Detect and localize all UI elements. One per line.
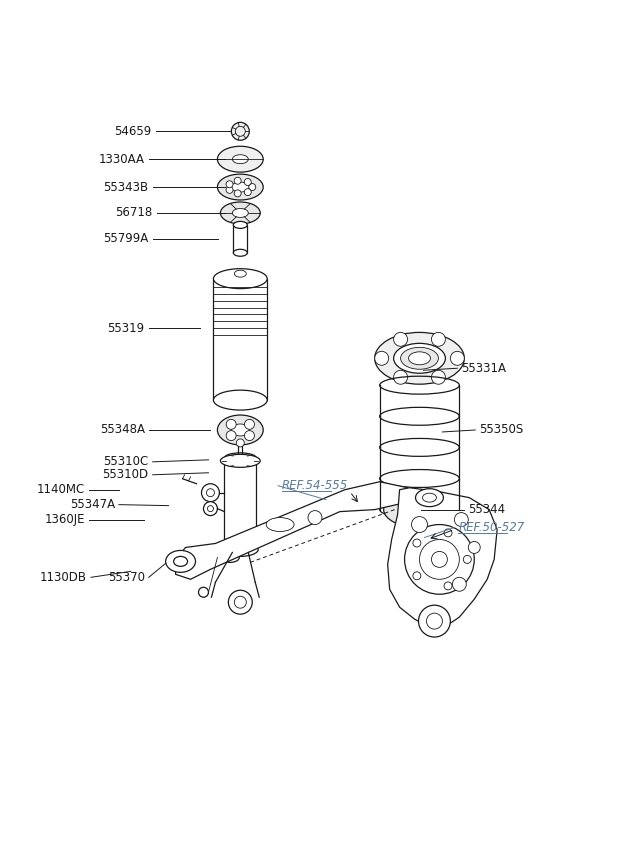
Circle shape xyxy=(234,177,241,184)
Text: 55310D: 55310D xyxy=(102,468,149,482)
Circle shape xyxy=(236,439,244,447)
Ellipse shape xyxy=(218,146,264,172)
Circle shape xyxy=(244,179,251,186)
Text: REF.54-555: REF.54-555 xyxy=(282,479,348,492)
Text: 55343B: 55343B xyxy=(104,181,149,193)
Circle shape xyxy=(444,582,452,590)
Text: 55331A: 55331A xyxy=(461,362,507,375)
Circle shape xyxy=(208,505,213,511)
Text: 55347A: 55347A xyxy=(70,498,115,511)
Polygon shape xyxy=(388,488,497,627)
Circle shape xyxy=(432,371,445,384)
Circle shape xyxy=(244,188,251,196)
Circle shape xyxy=(432,551,448,567)
Ellipse shape xyxy=(415,488,443,506)
Circle shape xyxy=(394,371,407,384)
Ellipse shape xyxy=(166,550,195,572)
Ellipse shape xyxy=(394,343,445,373)
Circle shape xyxy=(231,122,249,140)
Ellipse shape xyxy=(409,505,430,515)
Circle shape xyxy=(226,181,233,187)
Circle shape xyxy=(202,483,219,502)
Ellipse shape xyxy=(422,494,436,502)
Ellipse shape xyxy=(409,352,430,365)
Ellipse shape xyxy=(374,332,464,384)
Text: 55350S: 55350S xyxy=(479,423,523,437)
Ellipse shape xyxy=(233,249,247,256)
Bar xyxy=(213,279,267,400)
Ellipse shape xyxy=(231,182,249,192)
Ellipse shape xyxy=(266,517,294,532)
Ellipse shape xyxy=(213,390,267,410)
Circle shape xyxy=(198,588,208,597)
Circle shape xyxy=(226,420,236,429)
Text: 1130DB: 1130DB xyxy=(40,571,87,583)
Circle shape xyxy=(453,577,466,591)
Text: 55319: 55319 xyxy=(108,322,144,335)
Ellipse shape xyxy=(401,348,438,369)
Ellipse shape xyxy=(221,552,239,562)
Circle shape xyxy=(226,187,233,193)
Circle shape xyxy=(420,539,459,579)
Text: 1330AA: 1330AA xyxy=(99,153,144,165)
Text: 55370: 55370 xyxy=(108,571,144,583)
Text: 55310C: 55310C xyxy=(104,455,149,468)
Ellipse shape xyxy=(218,174,264,200)
Circle shape xyxy=(394,332,407,346)
Ellipse shape xyxy=(220,202,260,224)
Ellipse shape xyxy=(174,556,188,566)
Circle shape xyxy=(244,431,254,441)
Circle shape xyxy=(454,512,468,527)
Text: 55348A: 55348A xyxy=(100,423,144,437)
Ellipse shape xyxy=(220,455,260,467)
Ellipse shape xyxy=(232,154,248,164)
Text: 55799A: 55799A xyxy=(104,232,149,245)
Ellipse shape xyxy=(234,271,246,277)
Ellipse shape xyxy=(218,415,264,445)
Text: 1360JE: 1360JE xyxy=(45,513,85,526)
Circle shape xyxy=(444,529,452,537)
Circle shape xyxy=(405,525,474,594)
Circle shape xyxy=(413,539,421,547)
Ellipse shape xyxy=(232,209,248,217)
Text: 55344: 55344 xyxy=(468,503,505,516)
Text: REF.50-527: REF.50-527 xyxy=(458,521,525,534)
Circle shape xyxy=(228,590,252,614)
Circle shape xyxy=(308,510,322,525)
Circle shape xyxy=(468,542,481,554)
Bar xyxy=(233,225,247,253)
Bar xyxy=(224,458,256,548)
Text: 54659: 54659 xyxy=(115,125,152,138)
Circle shape xyxy=(226,431,236,441)
Circle shape xyxy=(249,183,255,191)
Circle shape xyxy=(418,605,450,637)
Circle shape xyxy=(432,332,445,346)
Circle shape xyxy=(463,555,471,563)
Ellipse shape xyxy=(233,221,247,228)
Polygon shape xyxy=(175,482,410,579)
Circle shape xyxy=(234,190,241,197)
Circle shape xyxy=(413,572,421,580)
Ellipse shape xyxy=(384,492,455,527)
Ellipse shape xyxy=(440,513,455,522)
Circle shape xyxy=(203,502,218,516)
Ellipse shape xyxy=(223,543,259,556)
Circle shape xyxy=(206,488,215,497)
Ellipse shape xyxy=(399,499,440,521)
Circle shape xyxy=(450,351,464,365)
Circle shape xyxy=(374,351,389,365)
Ellipse shape xyxy=(213,269,267,288)
Ellipse shape xyxy=(224,543,256,552)
Circle shape xyxy=(412,516,427,533)
Ellipse shape xyxy=(231,424,249,436)
Circle shape xyxy=(244,420,254,429)
Ellipse shape xyxy=(224,453,256,463)
Text: 56718: 56718 xyxy=(115,206,153,220)
Text: 1140MC: 1140MC xyxy=(37,483,85,496)
